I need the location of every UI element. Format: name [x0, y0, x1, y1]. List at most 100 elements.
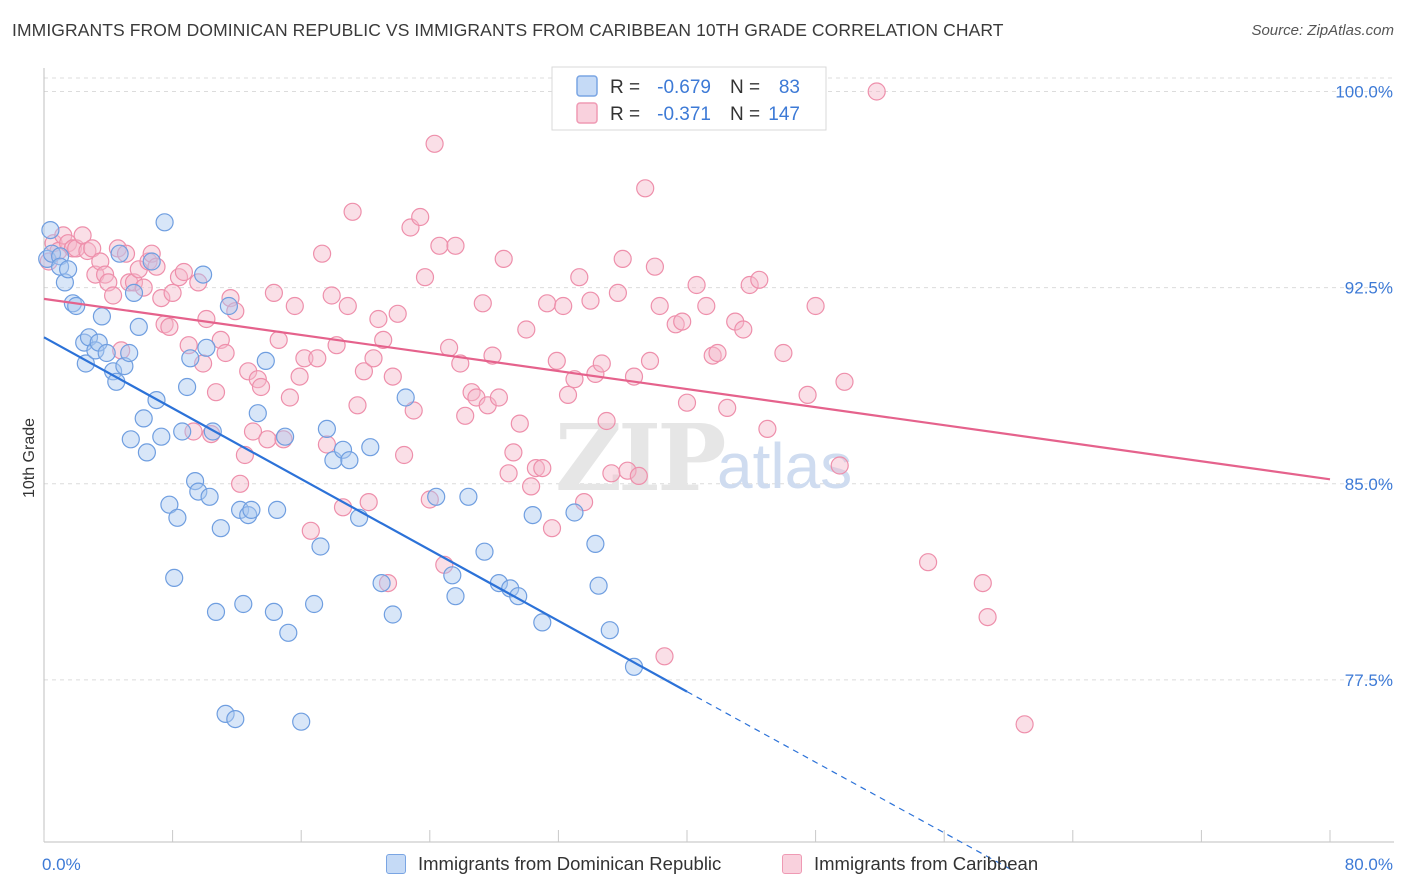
point-caribbean [489, 388, 508, 407]
point-dominican [97, 343, 116, 363]
point-caribbean [597, 411, 616, 431]
point-caribbean [415, 268, 435, 287]
point-caribbean [280, 388, 299, 407]
point-caribbean [134, 278, 153, 297]
point-dominican [242, 500, 261, 519]
stats-r-label: R = [610, 77, 640, 98]
y-tick-label: 92.5% [1345, 279, 1393, 298]
point-caribbean [206, 383, 226, 402]
point-caribbean [718, 398, 737, 417]
bottom-legend: Immigrants from Dominican Republic Immig… [0, 850, 1406, 880]
point-dominican [446, 587, 465, 606]
stats-n-value: 83 [779, 77, 800, 98]
point-caribbean [301, 521, 320, 540]
point-dominican [120, 343, 139, 363]
point-dominican [129, 317, 148, 336]
point-caribbean [197, 309, 216, 329]
point-dominican [333, 440, 353, 459]
point-dominican [292, 712, 311, 731]
trend-line-dominican-extension [686, 691, 1014, 872]
point-caribbean [359, 493, 378, 512]
point-caribbean [618, 461, 637, 480]
point-dominican [372, 573, 391, 593]
point-caribbean [264, 283, 283, 302]
point-caribbean [978, 607, 997, 627]
point-dominican [181, 349, 200, 368]
point-caribbean [374, 330, 393, 349]
point-dominican [50, 247, 70, 266]
point-dominican [279, 623, 298, 642]
point-caribbean [473, 294, 492, 313]
point-caribbean [629, 466, 648, 485]
watermark-atlas: atlas [717, 430, 852, 502]
point-dominican [276, 427, 295, 446]
point-caribbean [526, 459, 546, 478]
point-dominican [396, 388, 415, 407]
stats-n-label: N = [730, 77, 760, 98]
point-dominican [317, 419, 336, 438]
point-dominican [443, 566, 462, 585]
legend-label-caribbean: Immigrants from Caribbean [814, 853, 1039, 874]
point-dominican [239, 505, 258, 525]
point-caribbean [378, 573, 398, 593]
point-caribbean [608, 283, 628, 302]
point-caribbean [613, 249, 632, 268]
point-caribbean [269, 330, 288, 349]
point-caribbean [285, 296, 304, 316]
legend-item-caribbean[interactable]: Immigrants from Caribbean [782, 850, 1038, 878]
legend-label-dominican: Immigrants from Dominican Republic [418, 853, 722, 874]
point-dominican [200, 487, 219, 506]
point-caribbean [558, 385, 578, 404]
point-caribbean [758, 419, 777, 438]
legend-swatch-blue [386, 854, 406, 874]
point-caribbean [179, 336, 198, 355]
point-caribbean [116, 244, 136, 263]
legend-item-dominican[interactable]: Immigrants from Dominican Republic [386, 850, 721, 878]
point-caribbean [602, 464, 621, 483]
point-caribbean [835, 372, 854, 391]
point-caribbean [918, 553, 938, 572]
point-dominican [142, 252, 161, 271]
point-caribbean [734, 320, 753, 339]
point-caribbean [343, 202, 362, 221]
point-dominican [79, 328, 99, 347]
point-caribbean [570, 268, 589, 287]
x-tick-label-max: 80.0% [1345, 855, 1393, 874]
point-dominican [173, 422, 192, 441]
point-caribbean [395, 445, 414, 465]
point-caribbean [499, 464, 518, 483]
point-caribbean [383, 367, 402, 386]
trend-line-caribbean [43, 297, 1331, 481]
point-caribbean [533, 459, 552, 478]
point-dominican [383, 605, 402, 624]
stats-swatch [576, 75, 598, 97]
point-caribbean [774, 343, 793, 363]
point-dominican [427, 487, 446, 506]
point-caribbean [510, 414, 529, 433]
point-dominican [155, 213, 174, 232]
point-dominican [523, 505, 542, 525]
point-caribbean [364, 349, 383, 368]
point-caribbean [867, 82, 886, 101]
point-dominican [110, 244, 129, 263]
point-dominican [165, 568, 184, 588]
point-caribbean [554, 296, 573, 316]
point-caribbean [404, 401, 423, 420]
point-dominican [565, 503, 584, 522]
point-dominican [600, 621, 619, 640]
point-caribbean [504, 443, 523, 462]
point-caribbean [313, 244, 332, 263]
point-caribbean [446, 236, 465, 255]
point-caribbean [806, 296, 825, 316]
point-dominican [41, 221, 60, 240]
point-dominican [178, 377, 197, 397]
point-caribbean [636, 179, 655, 198]
point-caribbean [537, 294, 557, 313]
point-dominican [160, 495, 179, 514]
stats-r-value: -0.679 [657, 77, 711, 98]
point-dominican [361, 438, 380, 457]
point-caribbean [542, 519, 562, 538]
point-caribbean [655, 647, 674, 666]
point-caribbean [348, 396, 367, 415]
